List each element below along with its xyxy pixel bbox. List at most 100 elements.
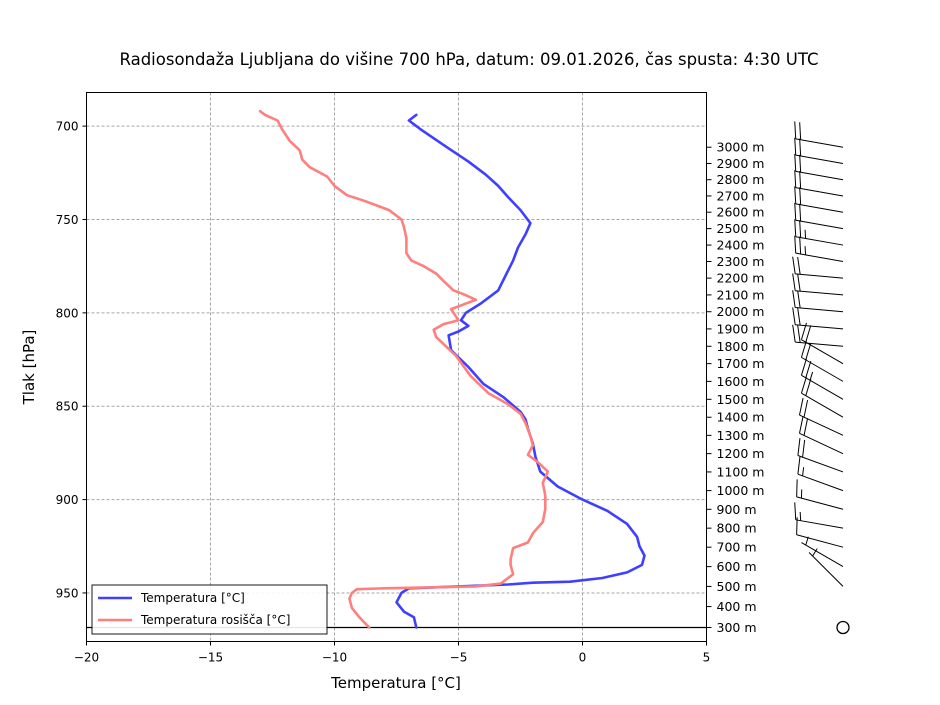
legend-label-temperature: Temperatura [°C] [140, 591, 245, 605]
altitude-label: 3000 m [717, 140, 765, 155]
altitude-label: 1600 m [717, 374, 765, 389]
barb-shaft [796, 496, 844, 510]
altitude-label: 900 m [717, 502, 757, 517]
altitude-label: 500 m [717, 579, 757, 594]
barb-feather [802, 467, 805, 476]
barb-feather [794, 235, 797, 254]
barb-shaft [799, 414, 844, 436]
barb-shaft [795, 219, 844, 230]
y-tick-label: 750 [56, 213, 79, 227]
barb-feather [799, 416, 804, 434]
wind-barb [794, 219, 844, 246]
altitude-axis: 300 m 400 m 500 m 600 m 700 m 800 m 900 m 1000 … [706, 140, 765, 635]
wind-barb [800, 322, 844, 365]
barb-shaft [795, 519, 844, 529]
temperature-line [395, 113, 646, 629]
barb-shaft [795, 290, 844, 296]
barb-feather [797, 273, 801, 292]
barb-feather [796, 517, 798, 535]
barb-feather [794, 502, 797, 520]
barb-shaft [796, 534, 844, 548]
barb-feather [805, 325, 812, 343]
barb-feather [794, 137, 797, 156]
altitude-label: 1400 m [717, 410, 765, 425]
altitude-label: 1700 m [717, 356, 765, 371]
barb-feather [797, 290, 801, 309]
wind-barb [794, 170, 844, 197]
x-tick-label: −10 [322, 651, 347, 665]
wind-barb [796, 517, 844, 548]
barb-shaft [795, 252, 844, 262]
barb-feather [803, 418, 809, 436]
altitude-label: 800 m [717, 521, 757, 536]
barb-shaft [795, 324, 844, 330]
altitude-label: 2200 m [717, 271, 765, 286]
barb-feather [809, 371, 814, 381]
barb-shaft [801, 339, 844, 365]
barb-feather [792, 256, 796, 275]
wind-barb [799, 416, 844, 455]
x-tick-label: −15 [198, 651, 223, 665]
x-tick-label: −20 [74, 651, 99, 665]
wind-barb [808, 548, 844, 587]
barb-feather [799, 220, 802, 238]
series-lines [258, 109, 646, 629]
plot-frame [86, 92, 707, 642]
barb-shaft [795, 138, 844, 148]
wind-barb [792, 256, 844, 279]
wind-barb [794, 502, 844, 529]
wind-barb [792, 290, 844, 313]
barb-feather [792, 307, 796, 325]
barb-shaft [795, 236, 844, 246]
legend: Temperatura [°C] Temperatura rosišča [°C… [91, 584, 328, 635]
barb-feather [799, 138, 802, 157]
wind-barb [800, 376, 844, 418]
y-tick-label: 900 [56, 493, 79, 507]
altitude-label: 2800 m [717, 172, 765, 187]
barb-shaft [795, 203, 844, 213]
x-axis-title: Temperatura [°C] [330, 674, 461, 692]
barb-shaft [797, 455, 844, 473]
altitude-label: 400 m [717, 599, 757, 614]
altitude-label: 600 m [717, 559, 757, 574]
wind-barb [800, 340, 844, 382]
barb-feather [797, 257, 801, 275]
altitude-label: 2500 m [717, 221, 765, 236]
barb-feather [799, 154, 802, 173]
barb-feather [805, 536, 809, 546]
altitude-label: 2400 m [717, 238, 765, 253]
y-tick-label: 950 [56, 586, 79, 600]
wind-barb [792, 324, 844, 347]
altitude-label: 1200 m [717, 446, 765, 461]
barb-shaft [801, 374, 844, 400]
barb-shaft [801, 542, 844, 568]
x-tick-label: 0 [579, 651, 587, 665]
y-tick-label: 850 [56, 400, 79, 414]
barb-shaft [795, 170, 844, 181]
altitude-label: 2100 m [717, 287, 765, 302]
barb-feather [799, 187, 802, 205]
barb-feather [796, 479, 798, 497]
barb-feather [794, 219, 797, 237]
barb-feather [797, 438, 801, 456]
barb-feather [794, 121, 797, 139]
wind-barb [800, 358, 844, 400]
barb-shaft [795, 154, 844, 164]
barb-feather [799, 203, 802, 222]
wind-barb [792, 273, 844, 296]
altitude-label: 1800 m [717, 339, 765, 354]
barb-feather [792, 324, 796, 343]
barb-shaft [795, 273, 844, 279]
barb-feather [797, 456, 801, 475]
y-axis-title: Tlak [hPa] [20, 330, 38, 406]
calm-wind-circle [836, 620, 850, 635]
chart-title: Radiosondaža Ljubljana do višine 700 hPa… [119, 50, 818, 69]
barb-feather [797, 307, 801, 326]
wind-barb [794, 186, 844, 213]
barb-feather [794, 186, 797, 204]
y-tick-label: 800 [56, 306, 79, 320]
barb-feather [800, 376, 807, 394]
barb-feather [800, 340, 807, 358]
wind-barb [794, 202, 844, 230]
